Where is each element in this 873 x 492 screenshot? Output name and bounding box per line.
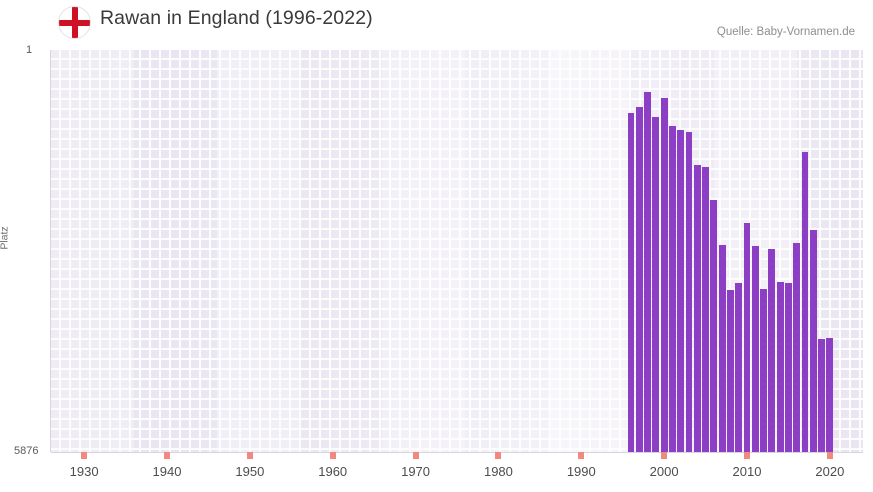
bar[interactable]	[718, 245, 726, 452]
bar[interactable]	[818, 339, 825, 452]
x-tick-label: 1940	[152, 464, 182, 479]
bar[interactable]	[693, 165, 701, 452]
bar[interactable]	[727, 289, 734, 452]
bar[interactable]	[735, 283, 743, 452]
bar[interactable]	[793, 242, 801, 452]
bar[interactable]	[627, 113, 635, 452]
x-axis-ticks: 1930 1940 1950 1960 1970 1980 1990 2000 2010 2020	[51, 452, 863, 492]
x-tick-mark	[246, 452, 253, 459]
x-tick-mark	[412, 452, 419, 459]
bar[interactable]	[652, 116, 660, 452]
x-tick-mark	[495, 452, 502, 459]
y-axis-title: Platz	[0, 226, 11, 250]
x-tick-mark	[329, 452, 336, 459]
bar[interactable]	[826, 338, 834, 452]
x-tick-label: 1970	[401, 464, 431, 479]
bar[interactable]	[669, 126, 676, 452]
x-tick-mark	[578, 452, 585, 459]
x-tick-mark	[661, 452, 668, 459]
bar[interactable]	[801, 151, 809, 452]
bar[interactable]	[702, 167, 709, 452]
x-tick-label: 1930	[69, 464, 99, 479]
bar[interactable]	[660, 97, 668, 452]
bar[interactable]	[644, 92, 651, 452]
x-tick-label: 2020	[815, 464, 845, 479]
bar[interactable]	[685, 131, 693, 452]
bar[interactable]	[809, 230, 817, 452]
bar[interactable]	[751, 246, 759, 452]
x-tick-label: 1990	[566, 464, 596, 479]
x-tick-mark	[744, 452, 750, 459]
bar[interactable]	[743, 222, 751, 452]
england-flag-icon	[59, 7, 90, 38]
bar[interactable]	[785, 283, 792, 452]
x-tick-label: 1950	[235, 464, 265, 479]
bar[interactable]	[768, 248, 776, 452]
bar[interactable]	[677, 129, 685, 452]
x-tick-label: 2010	[732, 464, 762, 479]
x-tick-label: 1960	[318, 464, 348, 479]
bar[interactable]	[635, 106, 643, 452]
x-axis-line	[51, 452, 863, 453]
x-tick-mark	[826, 452, 833, 459]
source-note: Quelle: Baby-Vornamen.de	[716, 26, 855, 38]
x-tick-mark	[81, 452, 88, 459]
chart-header: Rawan in England (1996-2022) Quelle: Bab…	[0, 0, 873, 44]
bar-series	[51, 50, 863, 452]
chart-title: Rawan in England (1996-2022)	[100, 7, 373, 29]
x-tick-label: 2000	[649, 464, 679, 479]
plot-area	[51, 50, 863, 452]
bar[interactable]	[760, 289, 767, 452]
y-axis-line	[50, 50, 51, 452]
bar[interactable]	[776, 281, 784, 452]
x-tick-mark	[164, 452, 170, 459]
x-tick-label: 1980	[483, 464, 513, 479]
bar[interactable]	[710, 199, 718, 452]
flag-cross-horizontal	[59, 19, 90, 26]
